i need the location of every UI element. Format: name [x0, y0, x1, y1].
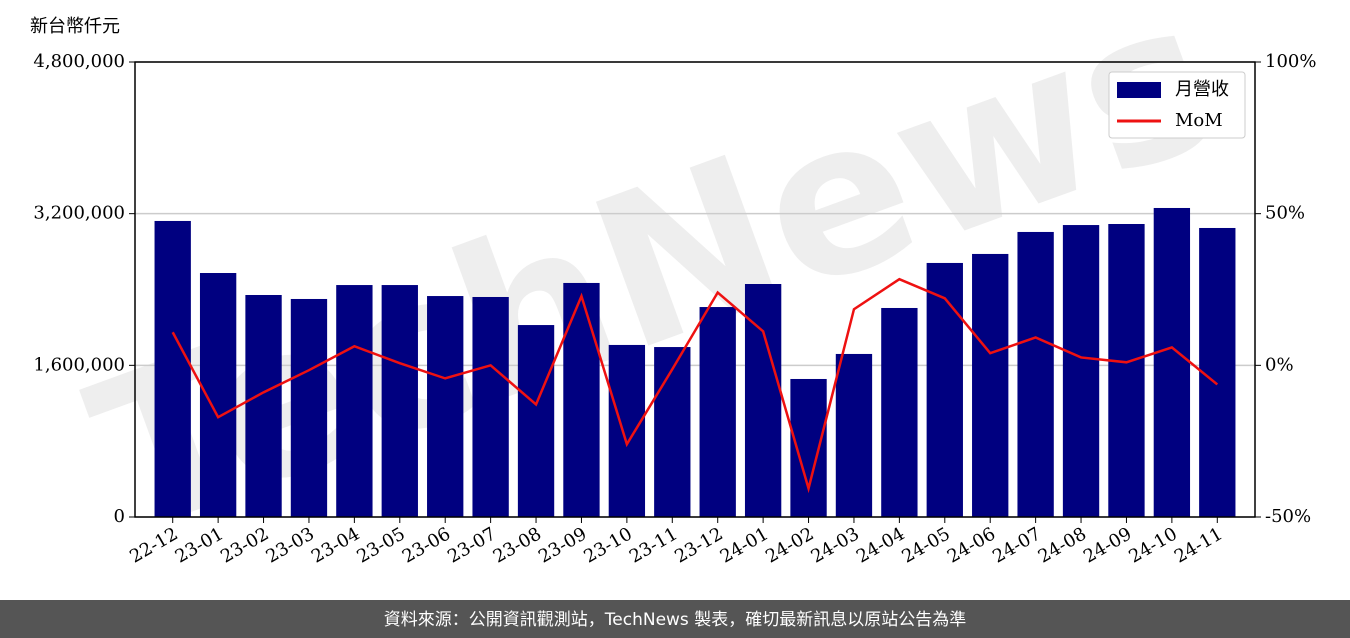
y-tick-label: 0: [114, 506, 125, 527]
bar: [926, 262, 963, 517]
bar: [1017, 231, 1054, 517]
bar: [427, 296, 464, 517]
y-tick-label: 3,200,000: [33, 203, 125, 224]
x-tick-label: 24-02: [762, 523, 817, 567]
bar: [608, 344, 646, 517]
footer-band: [0, 600, 1350, 638]
bar: [336, 285, 373, 517]
x-tick-label: 23-06: [399, 523, 454, 567]
y2-tick-label: 0%: [1265, 354, 1294, 375]
bar: [699, 307, 736, 517]
bar: [154, 220, 191, 517]
x-tick-label: 24-07: [989, 523, 1044, 567]
bar: [1199, 227, 1236, 517]
footer: 資料來源：公開資訊觀測站，TechNews 製表，確切最新訊息以原站公告為準: [384, 610, 966, 630]
x-tick-label: 23-10: [580, 523, 635, 567]
bar: [563, 282, 600, 517]
x-tick-label: 24-11: [1171, 523, 1226, 567]
x-tick-label: 23-08: [490, 523, 545, 567]
x-tick-label: 23-07: [444, 523, 499, 567]
x-tick-label: 24-01: [717, 523, 772, 567]
legend-label: MoM: [1175, 110, 1223, 131]
x-tick-label: 24-03: [808, 523, 863, 567]
plot-frame: [134, 61, 1256, 518]
x-tick-label: 24-08: [1035, 523, 1090, 567]
bar: [1153, 207, 1191, 517]
x-tick-label: 24-05: [898, 523, 953, 567]
x-tick-label: 23-05: [353, 523, 408, 567]
y-tick-label: 1,600,000: [33, 354, 125, 375]
y-tick-label: 4,800,000: [33, 51, 125, 72]
bar: [835, 353, 873, 517]
x-tick-label: 23-09: [535, 523, 590, 567]
bar: [472, 296, 509, 517]
bar: [972, 253, 1009, 517]
y2-tick-label: 100%: [1265, 51, 1316, 72]
x-tick-label: 23-12: [671, 523, 726, 567]
legend-swatch: [1117, 82, 1161, 98]
x-tick-label: 24-06: [944, 523, 999, 567]
x-tick-label: 24-04: [853, 523, 908, 567]
bar: [1062, 225, 1100, 517]
x-tick-label: 24-09: [1080, 523, 1135, 567]
bar: [881, 307, 918, 517]
x-tick-label: 24-10: [1125, 523, 1180, 567]
bar: [245, 294, 282, 517]
y2-tick-label: 50%: [1265, 203, 1305, 224]
bar: [517, 325, 555, 517]
legend-label: 月營收: [1175, 79, 1229, 100]
x-tick-label: 23-04: [308, 523, 363, 567]
bar: [290, 298, 328, 517]
x-tick-label: 23-11: [626, 523, 681, 567]
y-axis-label: 新台幣仟元: [30, 16, 120, 37]
bar: [381, 285, 418, 517]
bar: [744, 284, 782, 517]
bar: [654, 347, 691, 517]
bar: [1108, 223, 1145, 517]
y2-tick-label: -50%: [1265, 506, 1311, 527]
line: [171, 277, 1219, 494]
